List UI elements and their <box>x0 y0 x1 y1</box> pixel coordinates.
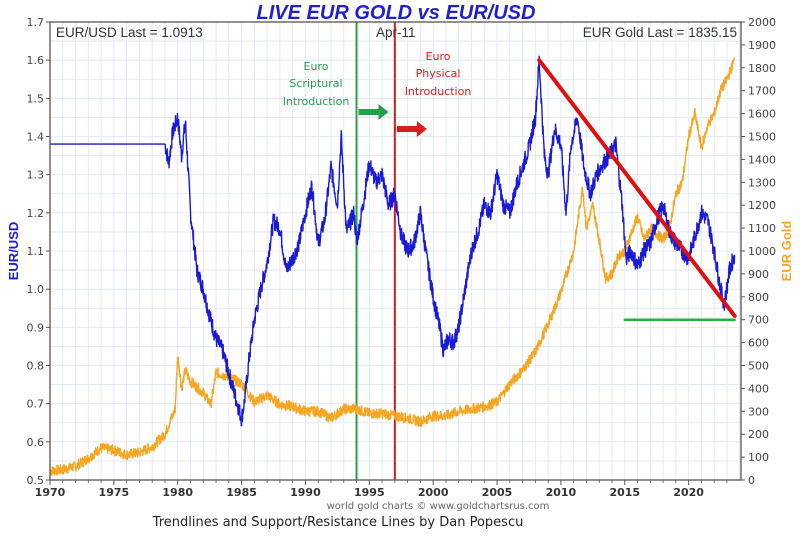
y-right-tick-label: 2000 <box>748 16 776 29</box>
trendlines <box>537 58 737 321</box>
y-right-tick-label: 800 <box>748 291 769 304</box>
x-tick-label: 1985 <box>226 486 257 499</box>
left-axis-label: EUR/USD <box>6 222 21 281</box>
y-right-tick-label: 1400 <box>748 153 776 166</box>
x-tick-label: 1970 <box>35 486 66 499</box>
physical-label-line-2: Physical <box>416 67 461 80</box>
y-left-tick-label: 0.5 <box>27 474 45 487</box>
y-left-tick-label: 1.3 <box>27 169 45 182</box>
y-left-tick-label: 1.6 <box>27 54 45 67</box>
y-left-tick-label: 0.9 <box>27 321 45 334</box>
y-right-tick-label: 1100 <box>748 222 776 235</box>
y-right-tick-label: 1800 <box>748 62 776 75</box>
y-left-tick-label: 1.1 <box>27 245 45 258</box>
arrows <box>358 104 427 137</box>
eurusd-last-label: EUR/USD Last = 1.0913 <box>56 25 203 40</box>
x-tick-label: 2015 <box>609 486 640 499</box>
x-tick-label: 2000 <box>418 486 449 499</box>
gold-last-label: EUR Gold Last = 1835.15 <box>583 25 737 40</box>
scriptural-label-line-3: Introduction <box>283 95 350 108</box>
x-tick-label: 1990 <box>290 486 321 499</box>
scriptural-label-line-1: Euro <box>304 60 329 73</box>
y-right-tick-label: 1700 <box>748 85 776 98</box>
y-right-tick-label: 1200 <box>748 199 776 212</box>
y-right-tick-label: 1600 <box>748 108 776 121</box>
x-tick-label: 1975 <box>99 486 130 499</box>
right-axis-label: EUR Gold <box>779 221 794 282</box>
y-right-tick-label: 0 <box>748 474 755 487</box>
series-line-eur-usd <box>49 55 736 427</box>
y-right-tick-label: 1500 <box>748 131 776 144</box>
y-left-tick-label: 0.8 <box>27 360 45 373</box>
caption: Trendlines and Support/Resistance Lines … <box>152 515 524 530</box>
y-right-tick-label: 1300 <box>748 176 776 189</box>
physical-label-line-3: Introduction <box>405 85 472 98</box>
date-label: Apr-11 <box>376 25 416 40</box>
y-right-tick-label: 200 <box>748 428 769 441</box>
x-tick-label: 2010 <box>546 486 577 499</box>
y-left-tick-label: 1.7 <box>27 16 45 29</box>
x-tick-label: 2020 <box>673 486 704 499</box>
scriptural-label-line-2: Scriptural <box>289 77 342 90</box>
y-right-tick-label: 300 <box>748 405 769 418</box>
y-right-tick-label: 1000 <box>748 245 776 258</box>
y-left-tick-label: 0.6 <box>27 436 45 449</box>
arrow-right-icon <box>396 121 427 137</box>
y-left-tick-label: 1.5 <box>27 92 45 105</box>
y-right-tick-label: 100 <box>748 451 769 464</box>
x-tick-label: 2005 <box>482 486 513 499</box>
y-right-tick-label: 500 <box>748 360 769 373</box>
x-tick-label: 1995 <box>354 486 385 499</box>
watermark: world gold charts © www.goldchartsrus.co… <box>327 501 550 512</box>
y-left-tick-label: 1.0 <box>27 283 45 296</box>
reference-lines <box>355 22 396 480</box>
y-left-tick-label: 1.4 <box>27 131 45 144</box>
series-line-eur-gold <box>49 57 736 476</box>
arrow-right-icon <box>358 104 389 120</box>
y-right-tick-label: 900 <box>748 268 769 281</box>
y-right-tick-label: 1900 <box>748 39 776 52</box>
y-right-tick-label: 400 <box>748 382 769 395</box>
y-right-tick-label: 700 <box>748 314 769 327</box>
y-left-tick-label: 1.2 <box>27 207 45 220</box>
axis-ticks: 1970 1975 1980 1985 1990 1995 2000 2005 2010 2015… <box>27 16 777 499</box>
physical-label-line-1: Euro <box>426 50 451 63</box>
chart-title: LIVE EUR GOLD vs EUR/USD <box>257 2 536 24</box>
y-left-tick-label: 0.7 <box>27 398 45 411</box>
y-right-tick-label: 600 <box>748 337 769 350</box>
resistance-trendline <box>537 58 737 318</box>
series-group <box>49 55 736 476</box>
x-tick-label: 1980 <box>162 486 193 499</box>
